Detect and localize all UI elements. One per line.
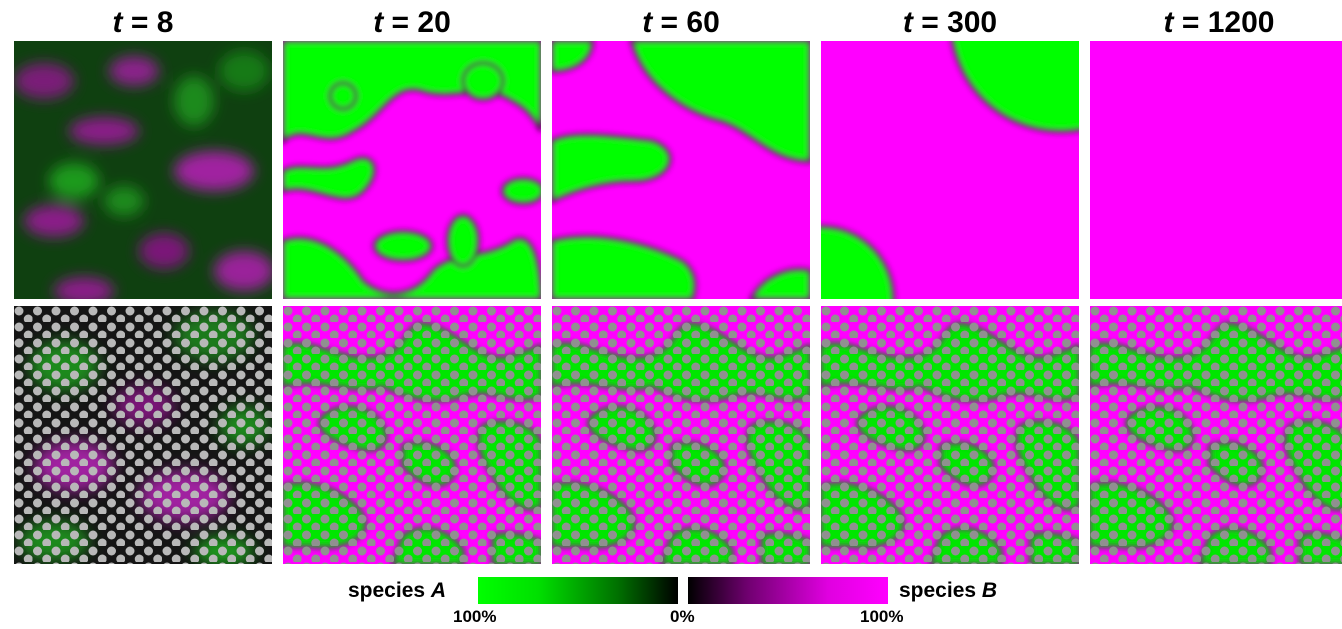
free-field-t300 <box>821 41 1079 299</box>
panel-free-t1200 <box>1090 41 1342 299</box>
time-value: 8 <box>156 6 174 39</box>
colorbar-tick-right: 100% <box>860 607 904 626</box>
colorbar-tick-left: 100% <box>453 607 497 626</box>
time-var: t <box>112 6 123 39</box>
panel-pinned-t300 <box>821 306 1079 564</box>
panel-pinned-t20 <box>283 306 541 564</box>
time-var: t <box>642 6 653 39</box>
species-b-label: species B <box>899 579 997 603</box>
pinned-field-t20 <box>283 306 541 564</box>
panel-pinned-t8 <box>14 306 272 564</box>
time-value: 60 <box>686 6 720 39</box>
species-a-label: species A <box>348 579 446 603</box>
species-b-var: B <box>981 579 998 602</box>
colorbar-species-b <box>688 577 888 604</box>
panel-pinned-t1200 <box>1090 306 1342 564</box>
pinned-field-t1200 <box>1090 306 1342 564</box>
free-field-t60 <box>552 41 810 299</box>
panel-title-4: t = 300 <box>902 6 998 39</box>
free-field-t1200 <box>1090 41 1342 299</box>
time-var: t <box>373 6 384 39</box>
panel-free-t20 <box>283 41 541 299</box>
colorbar-tick-mid: 0% <box>670 607 695 626</box>
pinned-field-t300 <box>821 306 1079 564</box>
pinned-field-t8 <box>14 306 272 564</box>
free-field-t20 <box>283 41 541 299</box>
time-var: t <box>902 6 913 39</box>
panel-free-t8 <box>14 41 272 299</box>
free-field-t8 <box>14 41 272 299</box>
time-value: 20 <box>417 6 451 39</box>
time-value: 1200 <box>1207 6 1275 39</box>
time-value: 300 <box>947 6 998 39</box>
species-b-word: species <box>899 579 977 602</box>
panel-pinned-t60 <box>552 306 810 564</box>
species-a-word: species <box>348 579 426 602</box>
pinned-field-t60 <box>552 306 810 564</box>
colorbar-species-a <box>478 577 678 604</box>
panel-title-1: t = 8 <box>112 6 174 39</box>
species-a-var: A <box>430 579 447 602</box>
panel-title-3: t = 60 <box>642 6 720 39</box>
panel-title-2: t = 20 <box>373 6 451 39</box>
panel-free-t60 <box>552 41 810 299</box>
panel-free-t300 <box>821 41 1079 299</box>
time-var: t <box>1163 6 1174 39</box>
panel-title-5: t = 1200 <box>1163 6 1275 39</box>
